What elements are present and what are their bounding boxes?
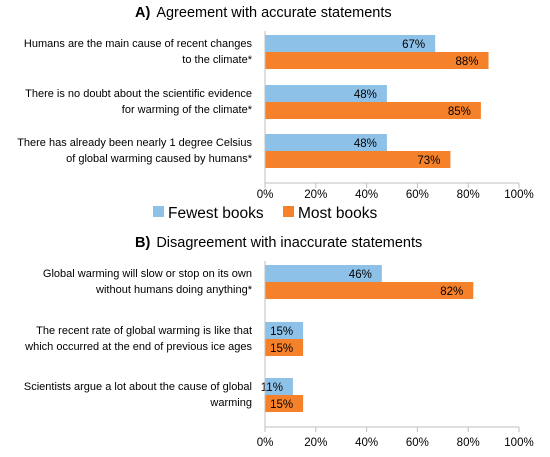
most-books-bar bbox=[265, 52, 489, 69]
legend-label: Most books bbox=[298, 205, 378, 222]
category-label: Humans are the main cause of recent chan… bbox=[24, 38, 253, 50]
legend-swatch bbox=[283, 206, 294, 217]
most-books-bar bbox=[265, 395, 304, 412]
panel-letter: B) bbox=[135, 235, 150, 251]
fewest-books-bar bbox=[265, 378, 293, 395]
category-label: Scientists argue a lot about the cause o… bbox=[24, 381, 252, 393]
x-tick-label: 20% bbox=[304, 189, 327, 201]
most-books-bar bbox=[265, 102, 481, 119]
fewest-books-bar bbox=[265, 265, 382, 282]
category-label: warming bbox=[209, 397, 252, 409]
data-label: 15% bbox=[270, 326, 293, 338]
x-tick-label: 60% bbox=[406, 189, 429, 201]
x-tick-label: 40% bbox=[355, 189, 378, 201]
data-label: 88% bbox=[455, 56, 478, 68]
legend-swatch bbox=[153, 206, 164, 217]
data-label: 46% bbox=[349, 269, 372, 281]
data-label: 85% bbox=[448, 106, 471, 118]
category-label: without humans doing anything* bbox=[95, 284, 253, 296]
data-label: 48% bbox=[354, 89, 377, 101]
x-tick-label: 20% bbox=[304, 437, 327, 449]
category-label: for warming of the climate* bbox=[122, 104, 253, 116]
x-tick-label: 0% bbox=[257, 189, 274, 201]
data-label: 15% bbox=[270, 343, 293, 355]
panel-title-1: B) Disagreement with inaccurate statement… bbox=[135, 235, 422, 251]
x-tick-label: 0% bbox=[257, 437, 274, 449]
category-label: There has already been nearly 1 degree C… bbox=[17, 137, 252, 149]
panel-title-text: Disagreement with inaccurate statements bbox=[156, 235, 422, 251]
most-books-bar bbox=[265, 339, 304, 356]
most-books-bar bbox=[265, 151, 451, 168]
panel-title-0: A) Agreement with accurate statements bbox=[135, 5, 392, 21]
fewest-books-bar bbox=[265, 322, 304, 339]
x-tick-label: 100% bbox=[504, 437, 533, 449]
panel-title-text: Agreement with accurate statements bbox=[156, 5, 391, 21]
panel-letter: A) bbox=[135, 5, 150, 21]
data-label: 73% bbox=[417, 155, 440, 167]
category-label: which occurred at the end of previous ic… bbox=[24, 341, 252, 353]
data-label: 11% bbox=[261, 382, 283, 394]
data-label: 48% bbox=[354, 138, 377, 150]
x-tick-label: 60% bbox=[406, 437, 429, 449]
fewest-books-bar bbox=[265, 85, 387, 102]
category-label: of global warming caused by humans* bbox=[66, 153, 253, 165]
x-tick-label: 40% bbox=[355, 437, 378, 449]
x-tick-label: 80% bbox=[457, 437, 480, 449]
most-books-bar bbox=[265, 282, 474, 299]
legend-label: Fewest books bbox=[168, 205, 264, 222]
data-label: 15% bbox=[270, 399, 293, 411]
category-label: Global warming will slow or stop on its … bbox=[43, 268, 252, 280]
category-label: to the climate* bbox=[182, 54, 252, 66]
fewest-books-bar bbox=[265, 134, 387, 151]
data-label: 67% bbox=[402, 39, 425, 51]
category-label: There is no doubt about the scientific e… bbox=[25, 88, 252, 100]
fewest-books-bar bbox=[265, 35, 436, 52]
x-tick-label: 100% bbox=[504, 189, 533, 201]
data-label: 82% bbox=[440, 286, 463, 298]
x-tick-label: 80% bbox=[457, 189, 480, 201]
category-label: The recent rate of global warming is lik… bbox=[36, 325, 252, 337]
